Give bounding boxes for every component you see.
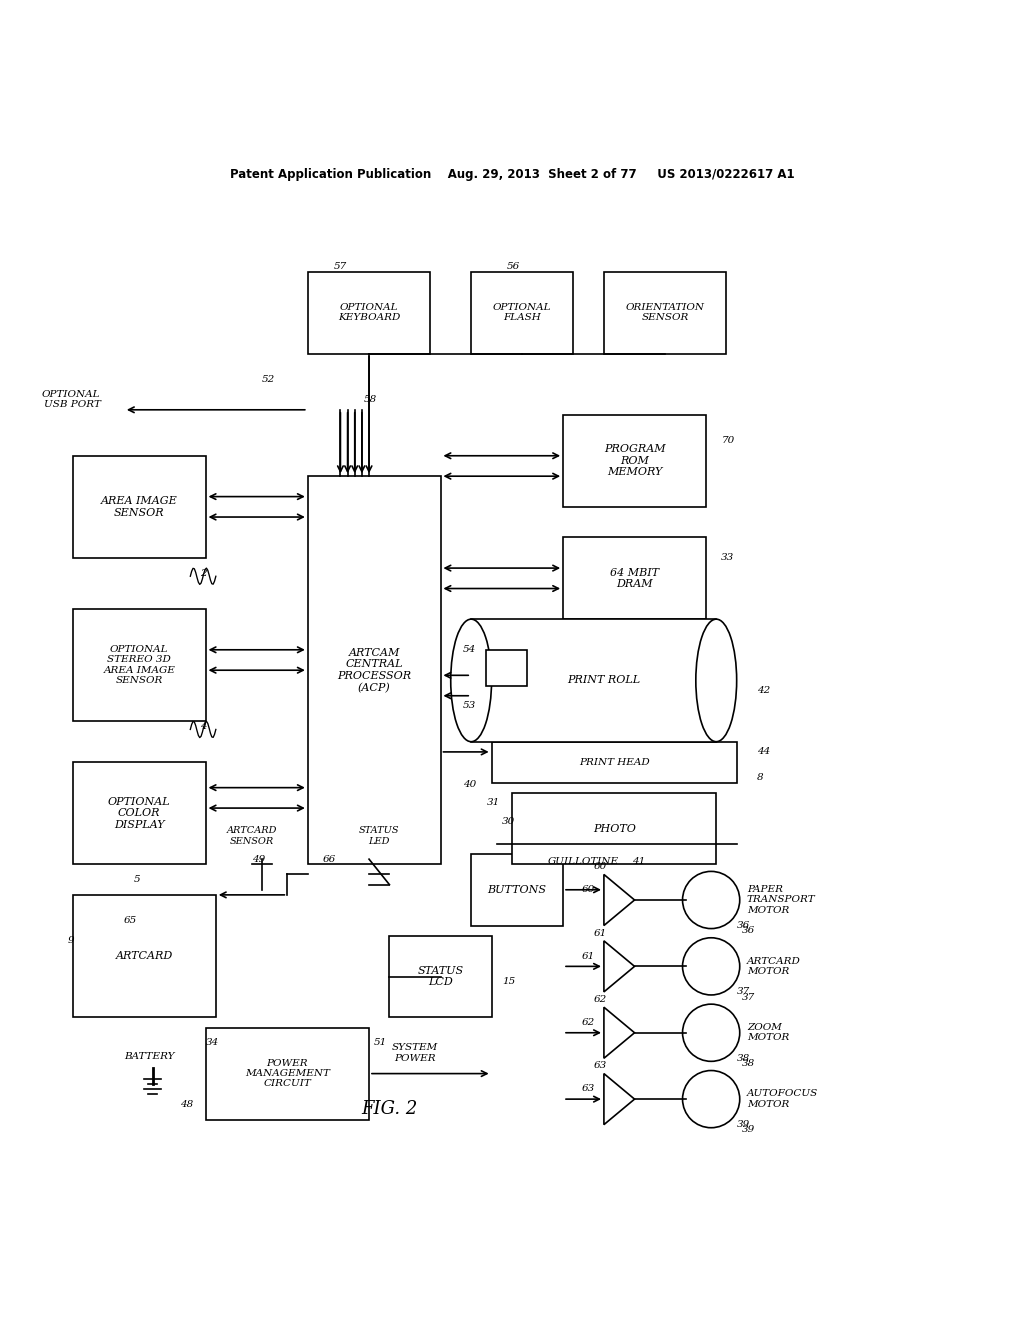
Text: 42: 42	[757, 686, 770, 696]
FancyBboxPatch shape	[471, 854, 563, 925]
Text: ARTCARD: ARTCARD	[116, 952, 173, 961]
Text: STATUS
LCD: STATUS LCD	[418, 966, 464, 987]
Text: 44: 44	[757, 747, 770, 756]
FancyBboxPatch shape	[563, 537, 706, 619]
Text: 37: 37	[741, 993, 755, 1002]
Text: GUILLOTINE: GUILLOTINE	[548, 857, 618, 866]
Text: 51: 51	[374, 1039, 387, 1048]
Polygon shape	[604, 941, 635, 991]
FancyBboxPatch shape	[73, 609, 206, 721]
Text: ARTCARD
SENSOR: ARTCARD SENSOR	[226, 826, 276, 846]
Text: 36: 36	[736, 921, 750, 931]
Text: SYSTEM
POWER: SYSTEM POWER	[392, 1044, 438, 1063]
Text: 63: 63	[594, 1061, 607, 1071]
Text: 49: 49	[252, 854, 265, 863]
Text: 5: 5	[134, 875, 140, 884]
FancyBboxPatch shape	[604, 272, 726, 354]
Ellipse shape	[696, 619, 736, 742]
FancyBboxPatch shape	[512, 793, 716, 865]
Text: 40: 40	[463, 780, 476, 789]
FancyBboxPatch shape	[486, 649, 527, 685]
Text: 9: 9	[68, 936, 75, 945]
Text: ZOOM
MOTOR: ZOOM MOTOR	[746, 1023, 790, 1043]
Text: 54: 54	[463, 645, 476, 655]
Text: 70: 70	[721, 436, 734, 445]
Text: PRINT ROLL: PRINT ROLL	[567, 676, 640, 685]
Text: 31: 31	[486, 799, 500, 808]
Text: 64 MBIT
DRAM: 64 MBIT DRAM	[610, 568, 659, 589]
Text: 62: 62	[594, 995, 607, 1005]
FancyBboxPatch shape	[308, 272, 430, 354]
Text: 61: 61	[582, 952, 595, 961]
Text: 39: 39	[736, 1121, 750, 1129]
Text: 15: 15	[502, 977, 515, 986]
Ellipse shape	[451, 619, 492, 742]
Text: Patent Application Publication    Aug. 29, 2013  Sheet 2 of 77     US 2013/02226: Patent Application Publication Aug. 29, …	[229, 169, 795, 181]
FancyBboxPatch shape	[471, 272, 573, 354]
FancyBboxPatch shape	[73, 895, 216, 1018]
Text: AUTOFOCUS
MOTOR: AUTOFOCUS MOTOR	[746, 1089, 818, 1109]
Text: 41: 41	[633, 857, 646, 866]
Text: 52: 52	[262, 375, 275, 384]
Text: 2: 2	[201, 569, 207, 578]
Text: PRINT HEAD: PRINT HEAD	[579, 758, 649, 767]
Circle shape	[683, 1071, 739, 1127]
Text: FIG. 2: FIG. 2	[361, 1101, 418, 1118]
Text: 66: 66	[324, 854, 336, 863]
Text: OPTIONAL
STEREO 3D
AREA IMAGE
SENSOR: OPTIONAL STEREO 3D AREA IMAGE SENSOR	[103, 645, 175, 685]
Polygon shape	[604, 874, 635, 925]
FancyBboxPatch shape	[492, 742, 736, 783]
Text: 36: 36	[741, 927, 755, 935]
Circle shape	[683, 937, 739, 995]
Text: ORIENTATION
SENSOR: ORIENTATION SENSOR	[626, 304, 705, 322]
Text: 34: 34	[206, 1039, 219, 1048]
Text: OPTIONAL
COLOR
DISPLAY: OPTIONAL COLOR DISPLAY	[108, 796, 171, 830]
Polygon shape	[604, 1073, 635, 1125]
FancyBboxPatch shape	[308, 477, 440, 865]
FancyBboxPatch shape	[73, 455, 206, 558]
FancyBboxPatch shape	[73, 762, 206, 865]
Text: POWER
MANAGEMENT
CIRCUIT: POWER MANAGEMENT CIRCUIT	[245, 1059, 330, 1089]
Text: 56: 56	[507, 263, 520, 272]
Text: 30: 30	[502, 817, 515, 826]
Text: 38: 38	[741, 1059, 755, 1068]
Text: 63: 63	[582, 1085, 595, 1093]
Text: 39: 39	[741, 1125, 755, 1134]
Text: 48: 48	[180, 1100, 194, 1109]
Text: PHOTO: PHOTO	[593, 824, 636, 833]
Text: 33: 33	[721, 553, 734, 562]
Text: OPTIONAL
USB PORT: OPTIONAL USB PORT	[42, 389, 100, 409]
Text: STATUS
LED: STATUS LED	[359, 826, 399, 846]
Text: 37: 37	[736, 987, 750, 997]
Text: 62: 62	[582, 1018, 595, 1027]
Text: PAPER
TRANSPORT
MOTOR: PAPER TRANSPORT MOTOR	[746, 886, 815, 915]
Text: PROGRAM
ROM
MEMORY: PROGRAM ROM MEMORY	[604, 445, 666, 478]
Text: 65: 65	[124, 916, 137, 925]
Text: 61: 61	[594, 929, 607, 937]
Text: BATTERY: BATTERY	[124, 1052, 175, 1061]
Text: 38: 38	[736, 1053, 750, 1063]
Text: 57: 57	[333, 263, 346, 272]
Text: 4: 4	[201, 722, 207, 731]
Text: ARTCARD
MOTOR: ARTCARD MOTOR	[746, 957, 801, 975]
Text: 60: 60	[594, 862, 607, 871]
Circle shape	[683, 1005, 739, 1061]
Text: 53: 53	[463, 701, 476, 710]
Polygon shape	[604, 1007, 635, 1059]
Text: BUTTONS: BUTTONS	[487, 884, 547, 895]
FancyBboxPatch shape	[389, 936, 492, 1018]
Text: 58: 58	[364, 395, 377, 404]
FancyBboxPatch shape	[471, 619, 716, 742]
Text: 60: 60	[582, 886, 595, 894]
FancyBboxPatch shape	[563, 414, 706, 507]
Text: AREA IMAGE
SENSOR: AREA IMAGE SENSOR	[101, 496, 177, 517]
Circle shape	[683, 871, 739, 928]
Text: OPTIONAL
FLASH: OPTIONAL FLASH	[493, 304, 552, 322]
Text: 8: 8	[757, 774, 764, 781]
Text: ARTCAM
CENTRAL
PROCESSOR
(ACP): ARTCAM CENTRAL PROCESSOR (ACP)	[337, 648, 412, 693]
Text: OPTIONAL
KEYBOARD: OPTIONAL KEYBOARD	[338, 304, 400, 322]
FancyBboxPatch shape	[206, 1028, 369, 1119]
